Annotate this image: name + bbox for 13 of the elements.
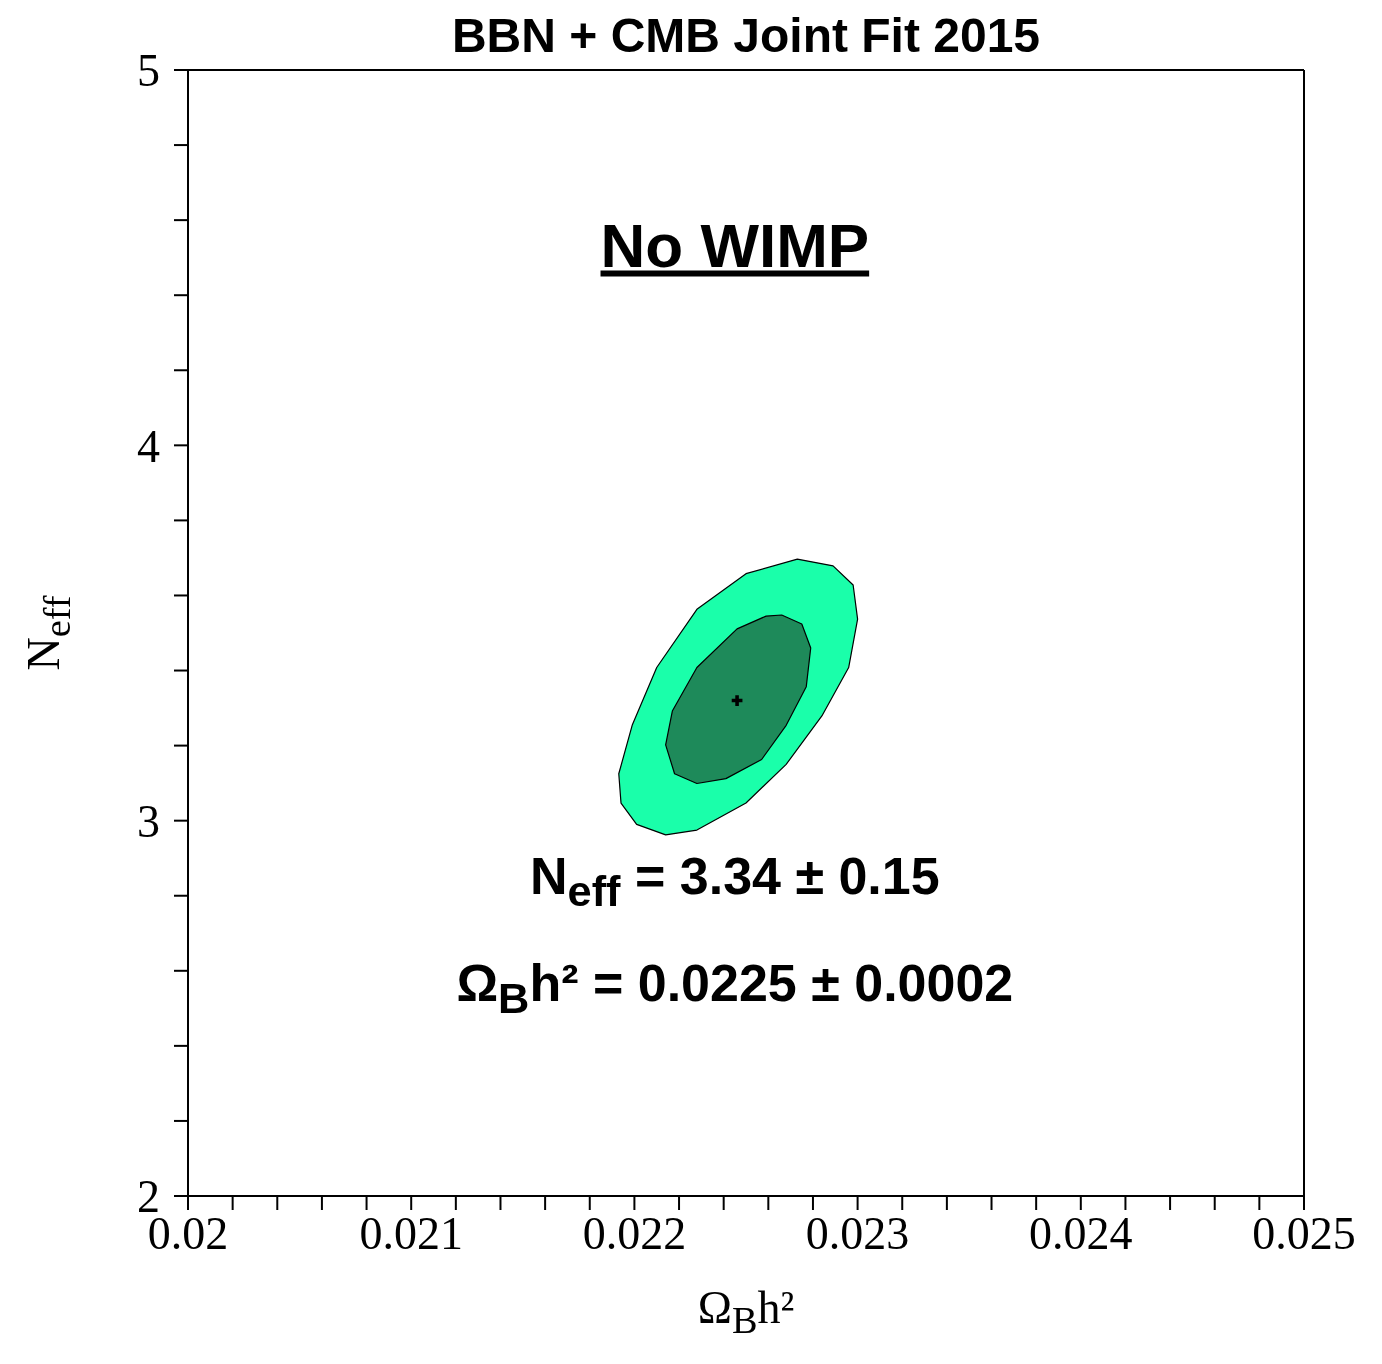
- x-tick-label: 0.025: [1252, 1207, 1356, 1259]
- y-tick-label: 3: [137, 796, 160, 847]
- x-tick-label: 0.023: [805, 1207, 910, 1259]
- x-tick-label: 0.024: [1029, 1207, 1133, 1259]
- x-tick-label: 0.021: [359, 1207, 463, 1259]
- annotation: Ω$_{B}$h² = 0.0225 ± 0.0002: [456, 953, 1014, 1023]
- y-tick-label: 4: [137, 420, 160, 472]
- chart-title: BBN + CMB Joint Fit 2015: [450, 8, 1042, 63]
- annotation: N$_{eff}$ = 3.34 ± 0.15: [530, 846, 940, 916]
- y-tick-label: 5: [137, 45, 160, 97]
- x-axis-title: Ω$_{B}$h²: [696, 1281, 796, 1343]
- annotation: No WIMP: [600, 209, 870, 281]
- x-tick-label: 0.022: [582, 1207, 687, 1259]
